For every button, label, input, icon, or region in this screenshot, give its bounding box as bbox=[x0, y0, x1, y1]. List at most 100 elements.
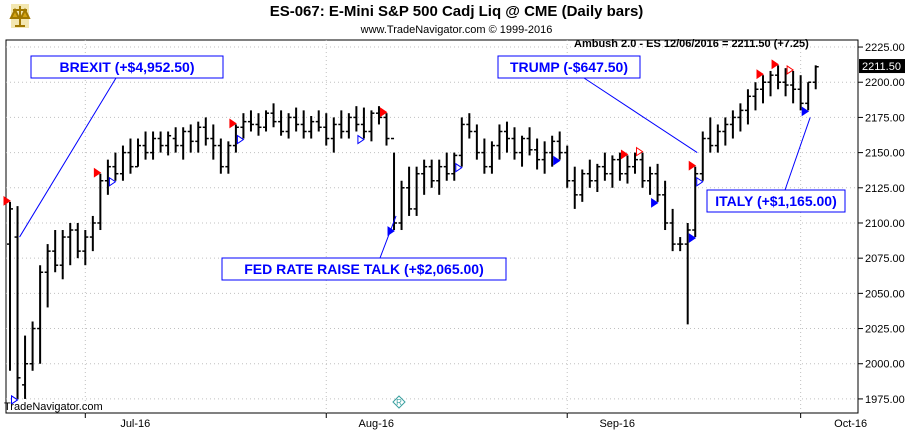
ohlc-bar bbox=[97, 173, 104, 231]
ohlc-bar bbox=[662, 180, 669, 231]
sell-signal-marker bbox=[3, 195, 11, 206]
ohlc-bar bbox=[752, 82, 759, 111]
ohlc-bar bbox=[760, 75, 766, 104]
ohlc-bar bbox=[790, 70, 797, 104]
ohlc-bar bbox=[104, 159, 111, 195]
buy-signal-marker bbox=[357, 134, 365, 145]
chart-title: ES-067: E-Mini S&P 500 Cadj Liq @ CME (D… bbox=[269, 3, 644, 20]
ohlc-bar bbox=[451, 152, 458, 181]
ohlc-bar bbox=[157, 131, 164, 153]
buy-signal-marker bbox=[455, 162, 463, 173]
ohlc-bar bbox=[142, 131, 149, 160]
ohlc-bar bbox=[29, 321, 36, 371]
ohlc-bar bbox=[232, 124, 239, 153]
ohlc-bar bbox=[263, 110, 270, 132]
ohlc-bar bbox=[67, 222, 74, 266]
annotation-leader bbox=[583, 77, 698, 154]
ohlc-bar bbox=[466, 113, 473, 139]
annotation-box bbox=[30, 55, 224, 79]
buy-signal-marker bbox=[11, 394, 19, 405]
ohlc-bar bbox=[775, 65, 782, 90]
y-tick-label: 2100.00 bbox=[865, 218, 905, 230]
y-tick-label: 2050.00 bbox=[865, 288, 905, 300]
buy-signal-marker bbox=[108, 176, 117, 187]
ohlc-bar bbox=[225, 141, 232, 174]
buy-signal-marker bbox=[688, 233, 697, 243]
sell-signal-marker bbox=[636, 146, 644, 157]
ohlc-bar bbox=[293, 107, 300, 132]
ohlc-bar bbox=[278, 110, 285, 136]
annotation-leader bbox=[19, 77, 117, 238]
ohlc-bar bbox=[82, 230, 89, 266]
ohlc-bar bbox=[744, 89, 751, 125]
ohlc-bar bbox=[338, 110, 345, 139]
ohlc-bar bbox=[707, 117, 714, 153]
ohlc-bar bbox=[330, 117, 337, 153]
ohlc-bar bbox=[488, 141, 495, 174]
ohlc-bar bbox=[127, 138, 134, 174]
ohlc-bar bbox=[74, 222, 81, 259]
ohlc-bar bbox=[383, 113, 390, 146]
ohlc-bar bbox=[594, 163, 601, 193]
ohlc-bar bbox=[473, 124, 480, 160]
annotation: FED RATE RAISE TALK (+$2,065.00) bbox=[221, 215, 507, 281]
annotation-label: TRUMP (-$647.50) bbox=[510, 59, 628, 75]
ohlc-bar bbox=[421, 159, 428, 195]
ohlc-bar bbox=[669, 208, 676, 252]
svg-text:R: R bbox=[396, 398, 402, 407]
ohlc-bar bbox=[52, 230, 59, 273]
ohlc-bar bbox=[135, 138, 142, 168]
sell-signal-marker bbox=[229, 118, 237, 129]
ohlc-bar bbox=[119, 145, 126, 181]
ohlc-bar bbox=[511, 127, 518, 160]
axes-layer: 1975.00 2000.00 2025.00 2050.00 2075.00 2100.… bbox=[84, 42, 905, 430]
ohlc-bar bbox=[722, 117, 729, 146]
ohlc-bar bbox=[44, 244, 51, 308]
y-tick-label: 1975.00 bbox=[865, 394, 905, 406]
ohlc-bar bbox=[323, 113, 330, 146]
buy-signal-marker bbox=[236, 134, 245, 145]
ohlc-bar bbox=[496, 124, 503, 160]
buy-signal-marker bbox=[553, 155, 561, 166]
ohlc-bar bbox=[22, 335, 29, 399]
ohlc-bar bbox=[571, 166, 578, 209]
ohlc-bar bbox=[89, 215, 96, 252]
x-tick-label: Aug-16 bbox=[359, 418, 394, 430]
annotation-leader bbox=[379, 215, 397, 259]
ohlc-bar bbox=[195, 121, 202, 153]
annotation-leader bbox=[784, 117, 811, 191]
annotation: TRUMP (-$647.50) bbox=[497, 55, 698, 154]
ohlc-bar bbox=[624, 155, 631, 184]
ohlc-bar bbox=[699, 131, 706, 181]
ohlc-bar bbox=[255, 113, 262, 136]
y-tick-label: 2175.00 bbox=[865, 112, 905, 124]
sell-signal-marker bbox=[786, 65, 795, 75]
bars-layer bbox=[7, 65, 819, 399]
ohlc-bar bbox=[519, 135, 526, 167]
r-diamond-icon: R bbox=[392, 395, 406, 409]
ohlc-bar bbox=[368, 110, 375, 142]
x-tick-label: Oct-16 bbox=[834, 418, 867, 430]
ohlc-bar bbox=[782, 68, 789, 97]
ohlc-bar bbox=[165, 131, 172, 156]
ohlc-bar bbox=[217, 138, 224, 174]
ohlc-bar bbox=[503, 121, 510, 153]
x-tick-label: Sep-16 bbox=[599, 418, 634, 430]
ohlc-bar bbox=[300, 110, 307, 139]
last-price-box bbox=[859, 59, 905, 74]
ohlc-bar bbox=[812, 65, 819, 90]
chart-subtitle: www.TradeNavigator.com © 1999-2016 bbox=[360, 24, 553, 36]
y-tick-label: 2000.00 bbox=[865, 359, 905, 371]
ohlc-bar bbox=[202, 117, 209, 146]
ohlc-bar bbox=[805, 81, 812, 111]
status-readout: Ambush 2.0 - ES 12/06/2016 = 2211.50 (+7… bbox=[574, 38, 809, 50]
annotation: ITALY (+$1,165.00) bbox=[706, 117, 846, 213]
ohlc-bar bbox=[413, 166, 420, 216]
ohlc-bar bbox=[315, 110, 322, 132]
ohlc-bar bbox=[549, 135, 556, 167]
annotation-box bbox=[706, 189, 846, 213]
ohlc-bar bbox=[180, 127, 187, 160]
y-tick-label: 2125.00 bbox=[865, 183, 905, 195]
ohlc-bar bbox=[586, 159, 593, 188]
